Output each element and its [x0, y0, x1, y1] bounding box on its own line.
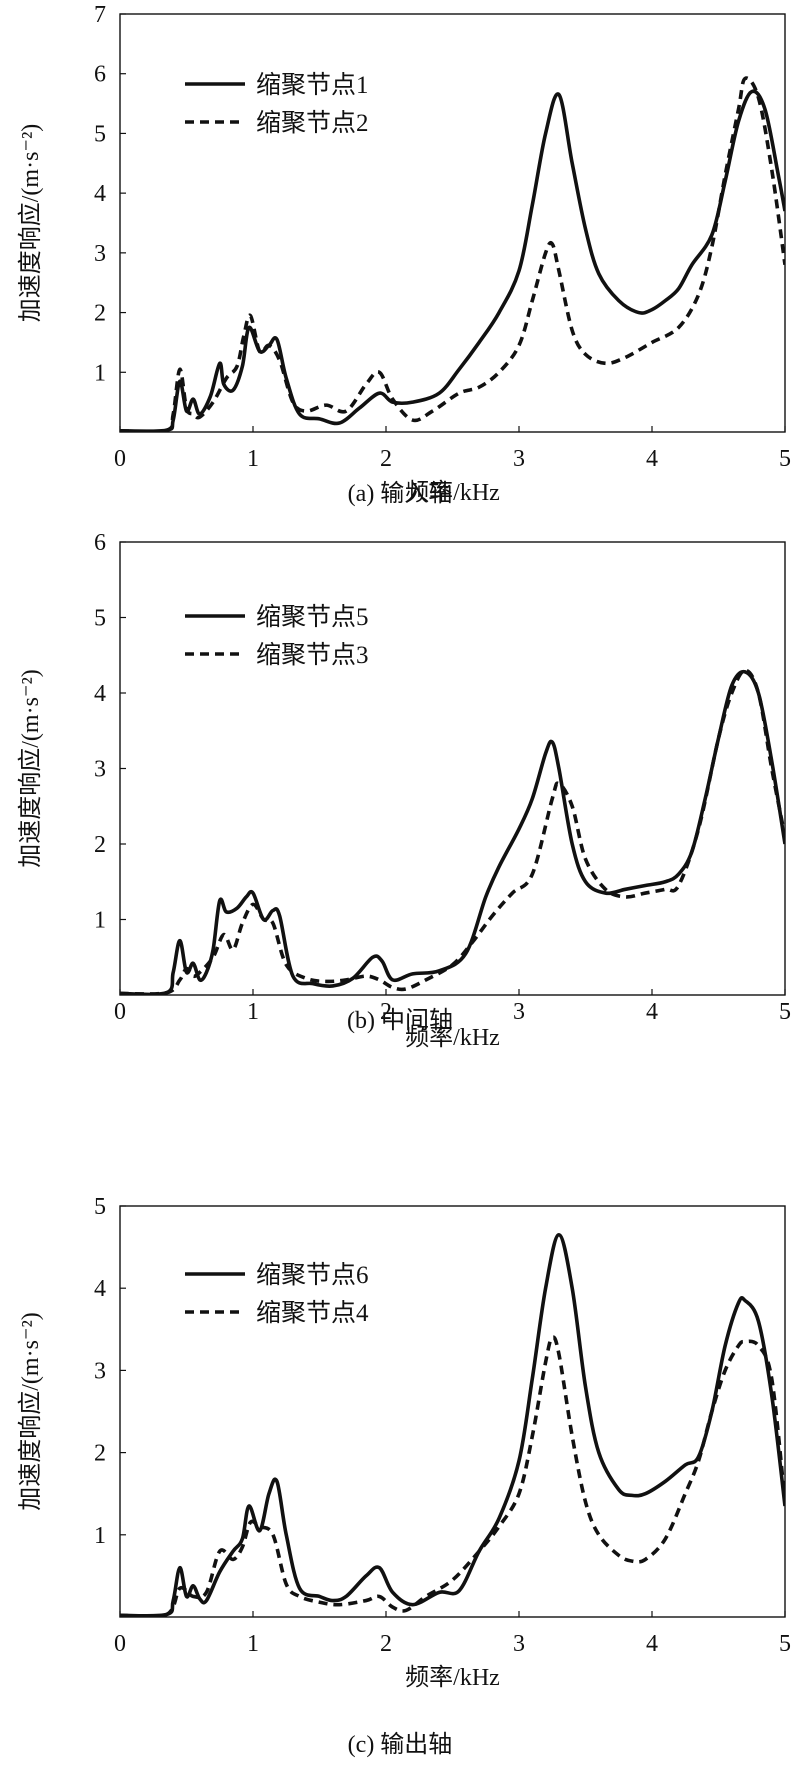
legend-label: 缩聚节点3: [256, 641, 369, 669]
y-tick-label: 6: [94, 62, 106, 88]
chart-panel-a: 0 1 2 3 4 5 1 2 3 4 5 6 7 频率/kHz 加速度响应/(m·s⁻²) 缩聚节点1 缩聚节…: [0, 0, 800, 530]
x-tick-label: 3: [513, 999, 525, 1025]
series-line-solid: [120, 89, 785, 432]
series-line-dashed: [120, 76, 785, 432]
y-tick-label: 2: [94, 301, 106, 327]
y-tick-label: 4: [94, 1276, 106, 1302]
y-tick-label: 6: [94, 530, 106, 556]
legend-label: 缩聚节点4: [256, 1299, 369, 1327]
y-axis-title: 加速度响应/(m·s⁻²): [17, 124, 44, 323]
legend-label: 缩聚节点6: [256, 1261, 369, 1289]
legend-label: 缩聚节点5: [256, 603, 369, 631]
y-tick-label: 2: [94, 832, 106, 858]
x-tick-label: 1: [247, 446, 259, 472]
y-tick-label: 7: [94, 2, 106, 28]
x-tick-label: 0: [114, 999, 126, 1025]
x-tick-label: 0: [114, 1631, 126, 1657]
plot-frame: [119, 13, 786, 433]
y-tick-label: 5: [94, 1194, 106, 1220]
chart-c-caption: (c) 输出轴: [347, 1732, 453, 1758]
x-tick-label: 5: [779, 446, 791, 472]
y-tick-label: 3: [94, 757, 106, 783]
legend-label: 缩聚节点2: [256, 109, 369, 137]
series-line-dashed: [120, 668, 785, 995]
x-tick-label: 4: [646, 999, 658, 1025]
x-tick-label: 1: [247, 999, 259, 1025]
y-tick-label: 1: [94, 1523, 106, 1549]
x-axis-title: 频率/kHz: [405, 1024, 500, 1051]
x-tick-label: 3: [513, 1631, 525, 1657]
legend-label: 缩聚节点1: [256, 71, 369, 99]
chart-panel-c: 0 1 2 3 4 5 1 2 3 4 5 频率/kHz 加速度响应/(m·s⁻²) 缩聚节点6 缩聚节点4…: [0, 1075, 800, 1782]
x-tick-label: 4: [646, 1631, 658, 1657]
series-line-solid: [120, 1232, 785, 1617]
x-tick-label: 0: [114, 446, 126, 472]
x-tick-label: 4: [646, 446, 658, 472]
plot-frame: [119, 1205, 786, 1618]
chart-c-svg: 0 1 2 3 4 5 1 2 3 4 5 频率/kHz 加速度响应/(m·s⁻²) 缩聚节点6 缩聚节点4: [17, 1194, 791, 1691]
x-tick-label: 1: [247, 1631, 259, 1657]
chart-panel-b: 0 1 2 3 4 5 1 2 3 4 5 6 频率/kHz 加速度响应/(m·s⁻²) 缩聚节点5 缩聚节点…: [0, 530, 800, 1075]
x-axis-title: 频率/kHz: [405, 479, 500, 506]
chart-a-caption: (a) 输入轴: [347, 481, 453, 507]
y-tick-label: 1: [94, 360, 106, 386]
y-tick-label: 4: [94, 681, 106, 707]
y-tick-label: 5: [94, 606, 106, 632]
x-axis-title: 频率/kHz: [405, 1664, 500, 1691]
y-tick-label: 3: [94, 241, 106, 267]
y-axis-title: 加速度响应/(m·s⁻²): [17, 669, 44, 868]
plot-frame: [119, 541, 786, 996]
series-line-solid: [120, 669, 785, 995]
chart-b-caption: (b) 中间轴: [347, 1008, 453, 1034]
y-tick-label: 1: [94, 908, 106, 934]
y-tick-label: 4: [94, 181, 106, 207]
y-tick-label: 5: [94, 121, 106, 147]
y-tick-label: 3: [94, 1358, 106, 1384]
chart-b-svg: 0 1 2 3 4 5 1 2 3 4 5 6 频率/kHz 加速度响应/(m·s⁻²) 缩聚节点5 缩聚节点…: [17, 530, 791, 1051]
x-tick-label: 2: [380, 1631, 392, 1657]
x-tick-label: 2: [380, 446, 392, 472]
x-tick-label: 3: [513, 446, 525, 472]
chart-a-svg: 0 1 2 3 4 5 1 2 3 4 5 6 7 频率/kHz 加速度响应/(m·s⁻²) 缩聚节点1 缩聚节…: [17, 2, 791, 506]
x-tick-label: 2: [380, 999, 392, 1025]
y-tick-label: 2: [94, 1441, 106, 1467]
y-axis-title: 加速度响应/(m·s⁻²): [17, 1312, 44, 1511]
x-tick-label: 5: [779, 1631, 791, 1657]
x-tick-label: 5: [779, 999, 791, 1025]
